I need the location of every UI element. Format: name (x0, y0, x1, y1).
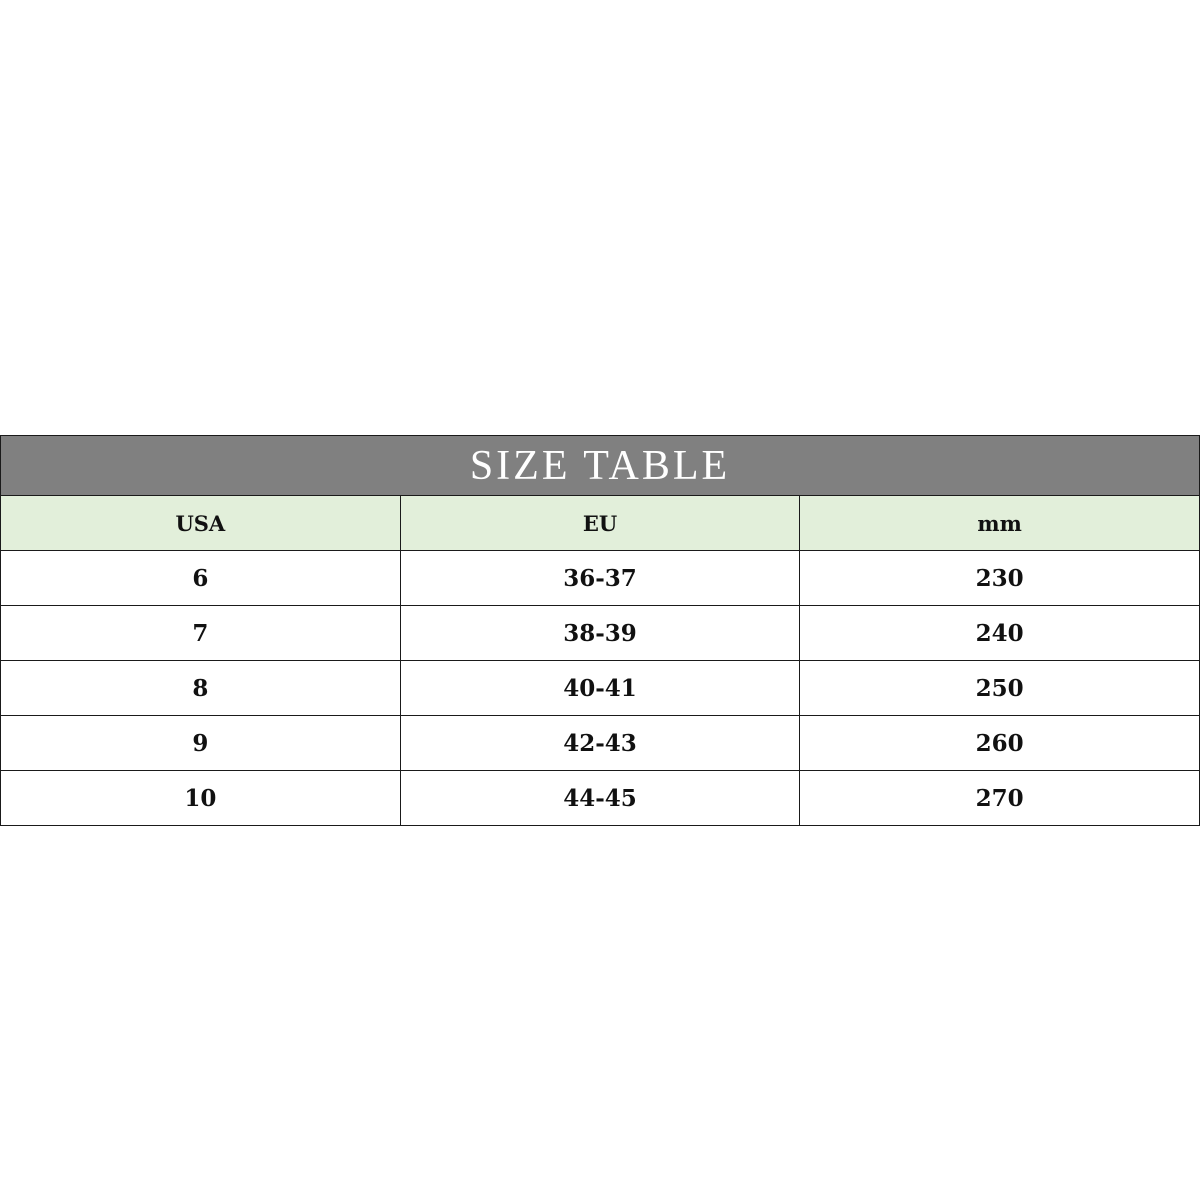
cell-eu: 36-37 (399, 550, 801, 606)
table-row: 8 40-41 250 (0, 660, 1200, 716)
header-row: USA EU mm (0, 495, 1200, 551)
title-row: SIZE TABLE (0, 435, 1200, 496)
table-row: 7 38-39 240 (0, 605, 1200, 661)
cell-usa: 10 (0, 770, 401, 826)
cell-eu: 38-39 (399, 605, 801, 661)
table-row: 6 36-37 230 (0, 550, 1200, 606)
header-usa: USA (0, 495, 401, 551)
cell-eu: 40-41 (399, 660, 801, 716)
cell-mm: 260 (799, 715, 1200, 771)
cell-mm: 250 (799, 660, 1200, 716)
cell-usa: 6 (0, 550, 401, 606)
header-eu: EU (399, 495, 801, 551)
cell-usa: 8 (0, 660, 401, 716)
cell-eu: 42-43 (399, 715, 801, 771)
cell-mm: 230 (799, 550, 1200, 606)
table-row: 9 42-43 260 (0, 715, 1200, 771)
table-title: SIZE TABLE (0, 435, 1200, 496)
cell-eu: 44-45 (399, 770, 801, 826)
header-mm: mm (799, 495, 1200, 551)
cell-mm: 270 (799, 770, 1200, 826)
cell-usa: 7 (0, 605, 401, 661)
table-row: 10 44-45 270 (0, 770, 1200, 826)
cell-usa: 9 (0, 715, 401, 771)
size-table: SIZE TABLE USA EU mm 6 36-37 230 7 38-39… (0, 435, 1200, 826)
cell-mm: 240 (799, 605, 1200, 661)
